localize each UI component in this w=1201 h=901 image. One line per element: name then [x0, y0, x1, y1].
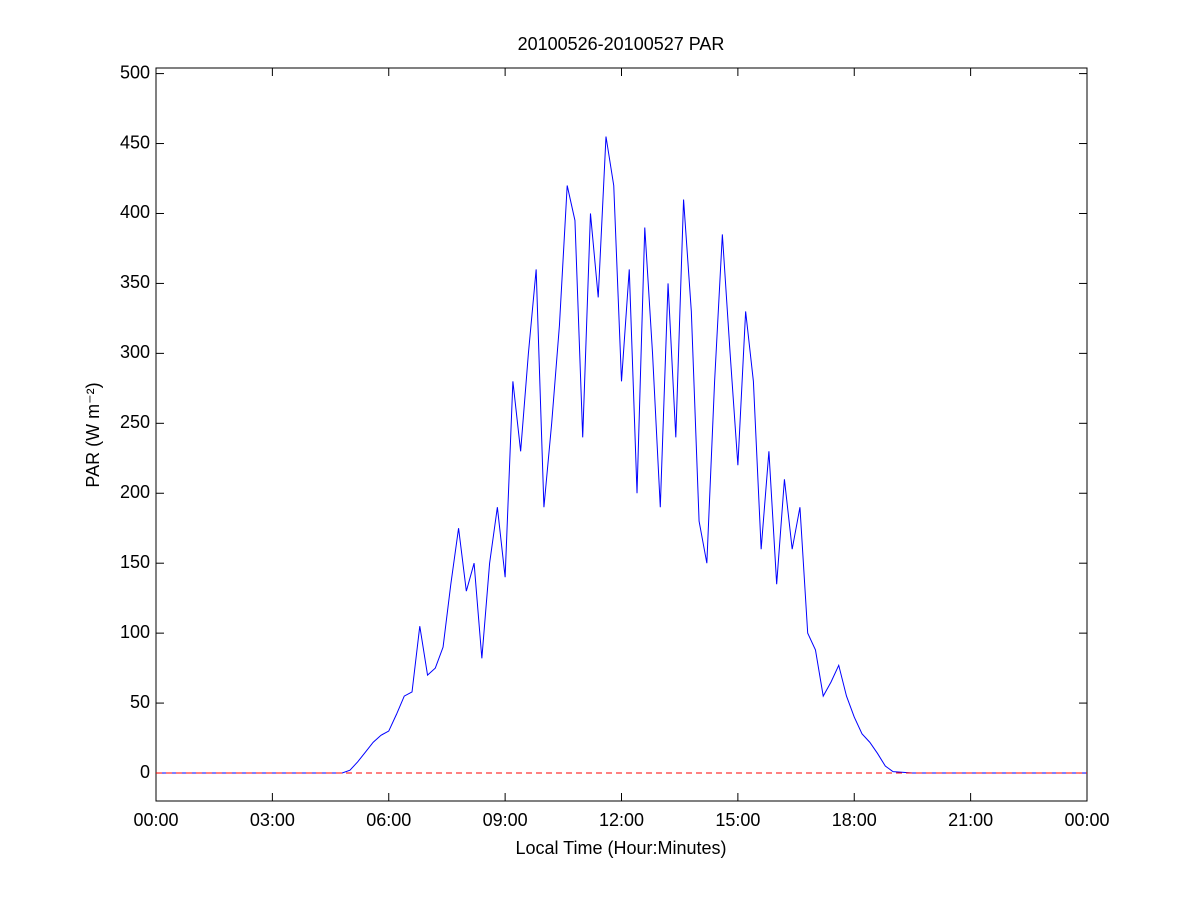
- x-tick-label: 15:00: [715, 810, 760, 830]
- y-tick-label: 150: [120, 552, 150, 572]
- y-tick-label: 350: [120, 272, 150, 292]
- y-tick-label: 50: [130, 692, 150, 712]
- y-tick-label: 300: [120, 342, 150, 362]
- x-tick-label: 00:00: [133, 810, 178, 830]
- x-tick-label: 03:00: [250, 810, 295, 830]
- y-tick-label: 250: [120, 412, 150, 432]
- data-line: [156, 136, 1087, 774]
- y-tick-label: 500: [120, 62, 150, 82]
- y-tick-label: 450: [120, 132, 150, 152]
- x-tick-label: 18:00: [832, 810, 877, 830]
- plot-area: [155, 67, 1088, 802]
- y-tick-label: 0: [140, 762, 150, 782]
- chart-title: 20100526-20100527 PAR: [518, 34, 725, 54]
- x-tick-label: 12:00: [599, 810, 644, 830]
- y-tick-label: 100: [120, 622, 150, 642]
- x-tick-label: 21:00: [948, 810, 993, 830]
- x-axis-label: Local Time (Hour:Minutes): [515, 838, 726, 858]
- x-tick-label: 00:00: [1064, 810, 1109, 830]
- y-tick-label: 400: [120, 202, 150, 222]
- y-axis-label: PAR (W m⁻²): [83, 382, 103, 487]
- x-tick-label: 09:00: [483, 810, 528, 830]
- x-tick-label: 06:00: [366, 810, 411, 830]
- y-tick-label: 200: [120, 482, 150, 502]
